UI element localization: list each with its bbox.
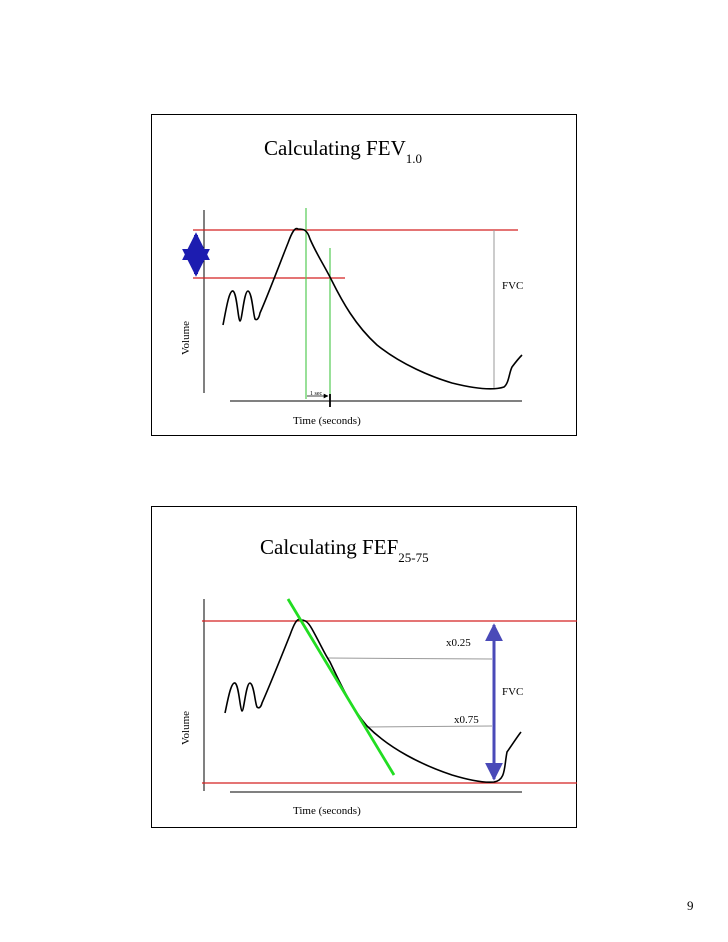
fev-title: Calculating FEV1.0 (264, 136, 422, 166)
marker-75-label: x0.75 (454, 714, 479, 726)
y-axis-label: Volume (180, 321, 192, 355)
fvc-label: FVC (502, 280, 523, 292)
fef-slide: Calculating FEF25-75 x0.25 FVC x0.75 Vol… (151, 506, 577, 828)
x-axis-label: Time (seconds) (293, 805, 361, 817)
guide-25-line (326, 657, 493, 660)
x-axis-label: Time (seconds) (293, 415, 361, 427)
fef-slope-line (286, 598, 396, 776)
interval-label: 1 sec (310, 391, 322, 397)
y-axis-label: Volume (180, 711, 192, 745)
marker-25-label: x0.25 (446, 637, 471, 649)
guide-75-line (365, 725, 493, 728)
fev-slide: Calculating FEV1.0 1 sec FVC Volume Time… (151, 114, 577, 436)
fef-diagram: Calculating FEF25-75 x0.25 FVC x0.75 Vol… (180, 535, 577, 817)
fev-diagram: Calculating FEV1.0 1 sec FVC Volume Time… (180, 136, 523, 427)
page-number: 9 (687, 898, 694, 913)
fvc-label: FVC (502, 686, 523, 698)
fef-title: Calculating FEF25-75 (260, 535, 429, 565)
spirometry-curve (222, 227, 523, 390)
spirometry-curve (224, 618, 522, 784)
